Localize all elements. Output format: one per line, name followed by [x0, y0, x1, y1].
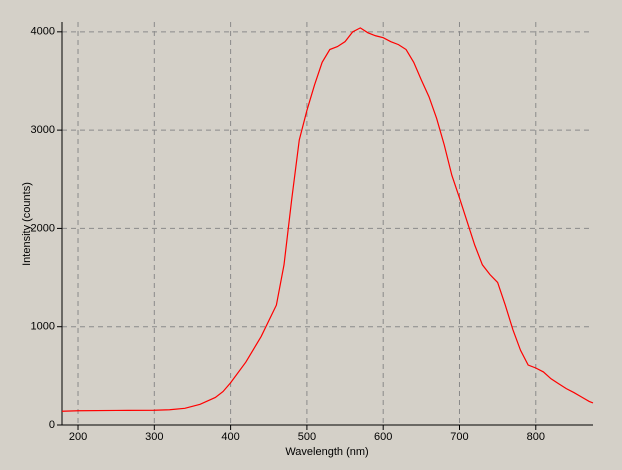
y-tick-label: 4000	[31, 26, 55, 38]
x-tick-label: 700	[450, 431, 468, 443]
y-tick-label: 2000	[31, 222, 55, 234]
x-tick-label: 800	[527, 431, 545, 443]
y-tick-label: 1000	[31, 321, 55, 333]
y-tick-label: 0	[49, 419, 55, 431]
y-axis-label: Intensity (counts)	[21, 182, 33, 266]
x-tick-label: 300	[145, 431, 163, 443]
x-tick-label: 600	[374, 431, 392, 443]
x-axis-label: Wavelength (nm)	[285, 446, 368, 458]
data-line	[61, 27, 594, 412]
y-tick-label: 3000	[31, 124, 55, 136]
x-tick-label: 500	[298, 431, 316, 443]
x-tick-label: 400	[221, 431, 239, 443]
x-tick-label: 200	[69, 431, 87, 443]
